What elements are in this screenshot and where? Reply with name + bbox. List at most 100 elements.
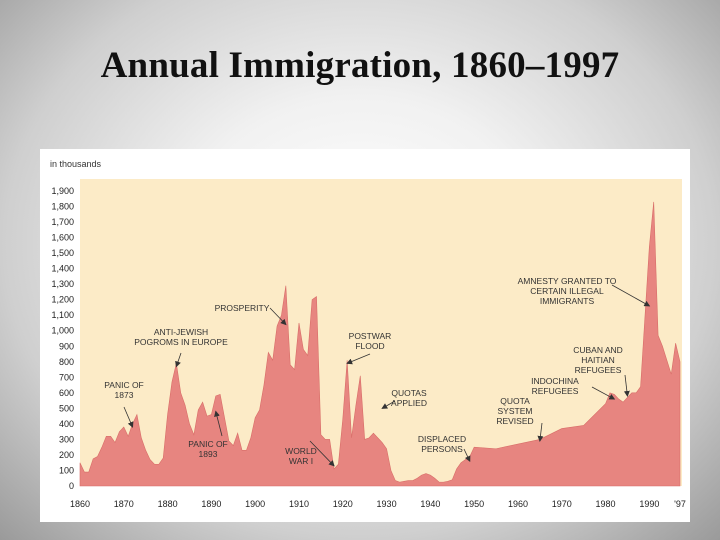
annotation-arrow <box>611 284 651 307</box>
y-tick-label: 1,700 <box>51 217 74 227</box>
y-tick-label: 100 <box>59 465 74 475</box>
y-tick-label: 600 <box>59 388 74 398</box>
annotation: ANTI-JEWISH POGROMS IN EUROPE <box>134 327 228 368</box>
immigration-chart: in thousands 0 100 200 300 400 500 600 700 800 90… <box>50 159 686 509</box>
chart-panel: in thousands 0 100 200 300 400 500 600 700 800 90… <box>40 149 690 522</box>
annotation-label: PROSPERITY <box>215 303 270 313</box>
annotation-line: PERSONS <box>421 444 463 454</box>
annotation: QUOTA SYSTEM REVISED <box>496 396 544 442</box>
annotation-line: 1873 <box>115 390 134 400</box>
y-tick-label: 1,100 <box>51 310 74 320</box>
y-tick-label: 1,900 <box>51 186 74 196</box>
annotation-line: REVISED <box>496 416 533 426</box>
y-tick-label: 1,000 <box>51 326 74 336</box>
annotation-label: POSTWAR FLOOD <box>349 331 392 351</box>
y-tick-label: 0 <box>69 481 74 491</box>
annotation-line: WAR I <box>289 456 313 466</box>
annotation-line: SYSTEM <box>498 406 533 416</box>
annotation-line: CUBAN AND <box>573 345 623 355</box>
annotation-line: QUOTAS <box>391 388 427 398</box>
annotation-arrow <box>175 352 182 368</box>
annotation-label: PANIC OF 1873 <box>104 380 144 400</box>
annotation: QUOTAS APPLIED <box>381 388 427 409</box>
annotation-line: PROSPERITY <box>215 303 270 313</box>
y-tick-label: 200 <box>59 450 74 460</box>
annotation: CUBAN AND HAITIAN REFUGEES <box>573 345 630 397</box>
y-tick-label: 800 <box>59 357 74 367</box>
annotation: AMNESTY GRANTED TO CERTAIN ILLEGAL IMMIGRA… <box>518 276 651 307</box>
annotation-arrow <box>463 448 471 463</box>
y-tick-label: 400 <box>59 419 74 429</box>
annotation-line: PANIC OF <box>188 439 228 449</box>
annotation-label: QUOTAS APPLIED <box>391 388 427 408</box>
annotation: WORLD WAR I <box>285 440 335 467</box>
x-tick-label: 1980 <box>596 499 616 509</box>
x-tick-label: '97 <box>674 499 686 509</box>
x-tick-label: 1890 <box>201 499 221 509</box>
annotation-line: REFUGEES <box>532 386 579 396</box>
annotation-label: WORLD WAR I <box>285 446 317 466</box>
annotation-line: DISPLACED <box>418 434 466 444</box>
y-tick-label: 1,300 <box>51 279 74 289</box>
y-tick-label: 1,400 <box>51 264 74 274</box>
annotation-line: 1893 <box>199 449 218 459</box>
y-tick-label: 1,200 <box>51 295 74 305</box>
y-tick-label: 1,500 <box>51 248 74 258</box>
annotation-label: CUBAN AND HAITIAN REFUGEES <box>573 345 623 375</box>
annotation-line: WORLD <box>285 446 317 456</box>
annotation: PROSPERITY <box>215 303 287 326</box>
y-tick-label: 500 <box>59 403 74 413</box>
y-tick-label: 300 <box>59 434 74 444</box>
y-tick-label: 1,800 <box>51 202 74 212</box>
x-tick-label: 1950 <box>464 499 484 509</box>
x-tick-label: 1900 <box>245 499 265 509</box>
y-tick-label: 1,600 <box>51 233 74 243</box>
annotation-arrow <box>123 406 134 428</box>
x-tick-label: 1930 <box>377 499 397 509</box>
annotation-arrow <box>623 374 630 397</box>
annotation-arrow <box>537 422 544 442</box>
annotation-arrow <box>214 410 223 437</box>
annotation-line: HAITIAN <box>581 355 615 365</box>
annotation-label: INDOCHINA REFUGEES <box>531 376 579 396</box>
annotation: POSTWAR FLOOD <box>346 331 392 365</box>
annotation-label: DISPLACED PERSONS <box>418 434 466 454</box>
annotation-line: ANTI-JEWISH <box>154 327 208 337</box>
annotation-label: PANIC OF 1893 <box>188 439 228 459</box>
x-tick-label: 1940 <box>420 499 440 509</box>
x-tick-label: 1910 <box>289 499 309 509</box>
annotation-line: FLOOD <box>355 341 384 351</box>
x-tick-label: 1960 <box>508 499 528 509</box>
annotation-label: QUOTA SYSTEM REVISED <box>496 396 533 426</box>
annotation-arrow <box>381 400 396 409</box>
annotation-line: REFUGEES <box>575 365 622 375</box>
annotation-line: IMMIGRANTS <box>540 296 595 306</box>
annotation-arrow <box>346 353 371 365</box>
annotation-line: CERTAIN ILLEGAL <box>530 286 604 296</box>
annotation-line: POGROMS IN EUROPE <box>134 337 228 347</box>
x-tick-label: 1870 <box>114 499 134 509</box>
annotation-arrow <box>591 386 616 400</box>
x-tick-label: 1920 <box>333 499 353 509</box>
x-tick-label: 1970 <box>552 499 572 509</box>
y-axis-unit-label: in thousands <box>50 159 102 169</box>
annotation: INDOCHINA REFUGEES <box>531 376 616 400</box>
slide-title: Annual Immigration, 1860–1997 <box>100 45 620 86</box>
annotation-line: APPLIED <box>391 398 427 408</box>
annotation: PANIC OF 1893 <box>188 410 228 459</box>
annotation: DISPLACED PERSONS <box>418 434 471 463</box>
immigration-area-series <box>79 201 681 487</box>
y-tick-label: 700 <box>59 372 74 382</box>
y-tick-label: 900 <box>59 341 74 351</box>
annotation-line: PANIC OF <box>104 380 144 390</box>
annotation-label: AMNESTY GRANTED TO CERTAIN ILLEGAL IMMIGRA… <box>518 276 617 306</box>
annotation-arrow <box>269 307 287 326</box>
annotation-line: POSTWAR <box>349 331 392 341</box>
annotation: PANIC OF 1873 <box>104 380 144 428</box>
annotation-line: QUOTA <box>500 396 530 406</box>
annotation-line: AMNESTY GRANTED TO <box>518 276 617 286</box>
annotation-line: INDOCHINA <box>531 376 579 386</box>
x-tick-label: 1880 <box>158 499 178 509</box>
annotation-arrow <box>309 440 335 467</box>
x-tick-label: 1860 <box>70 499 90 509</box>
